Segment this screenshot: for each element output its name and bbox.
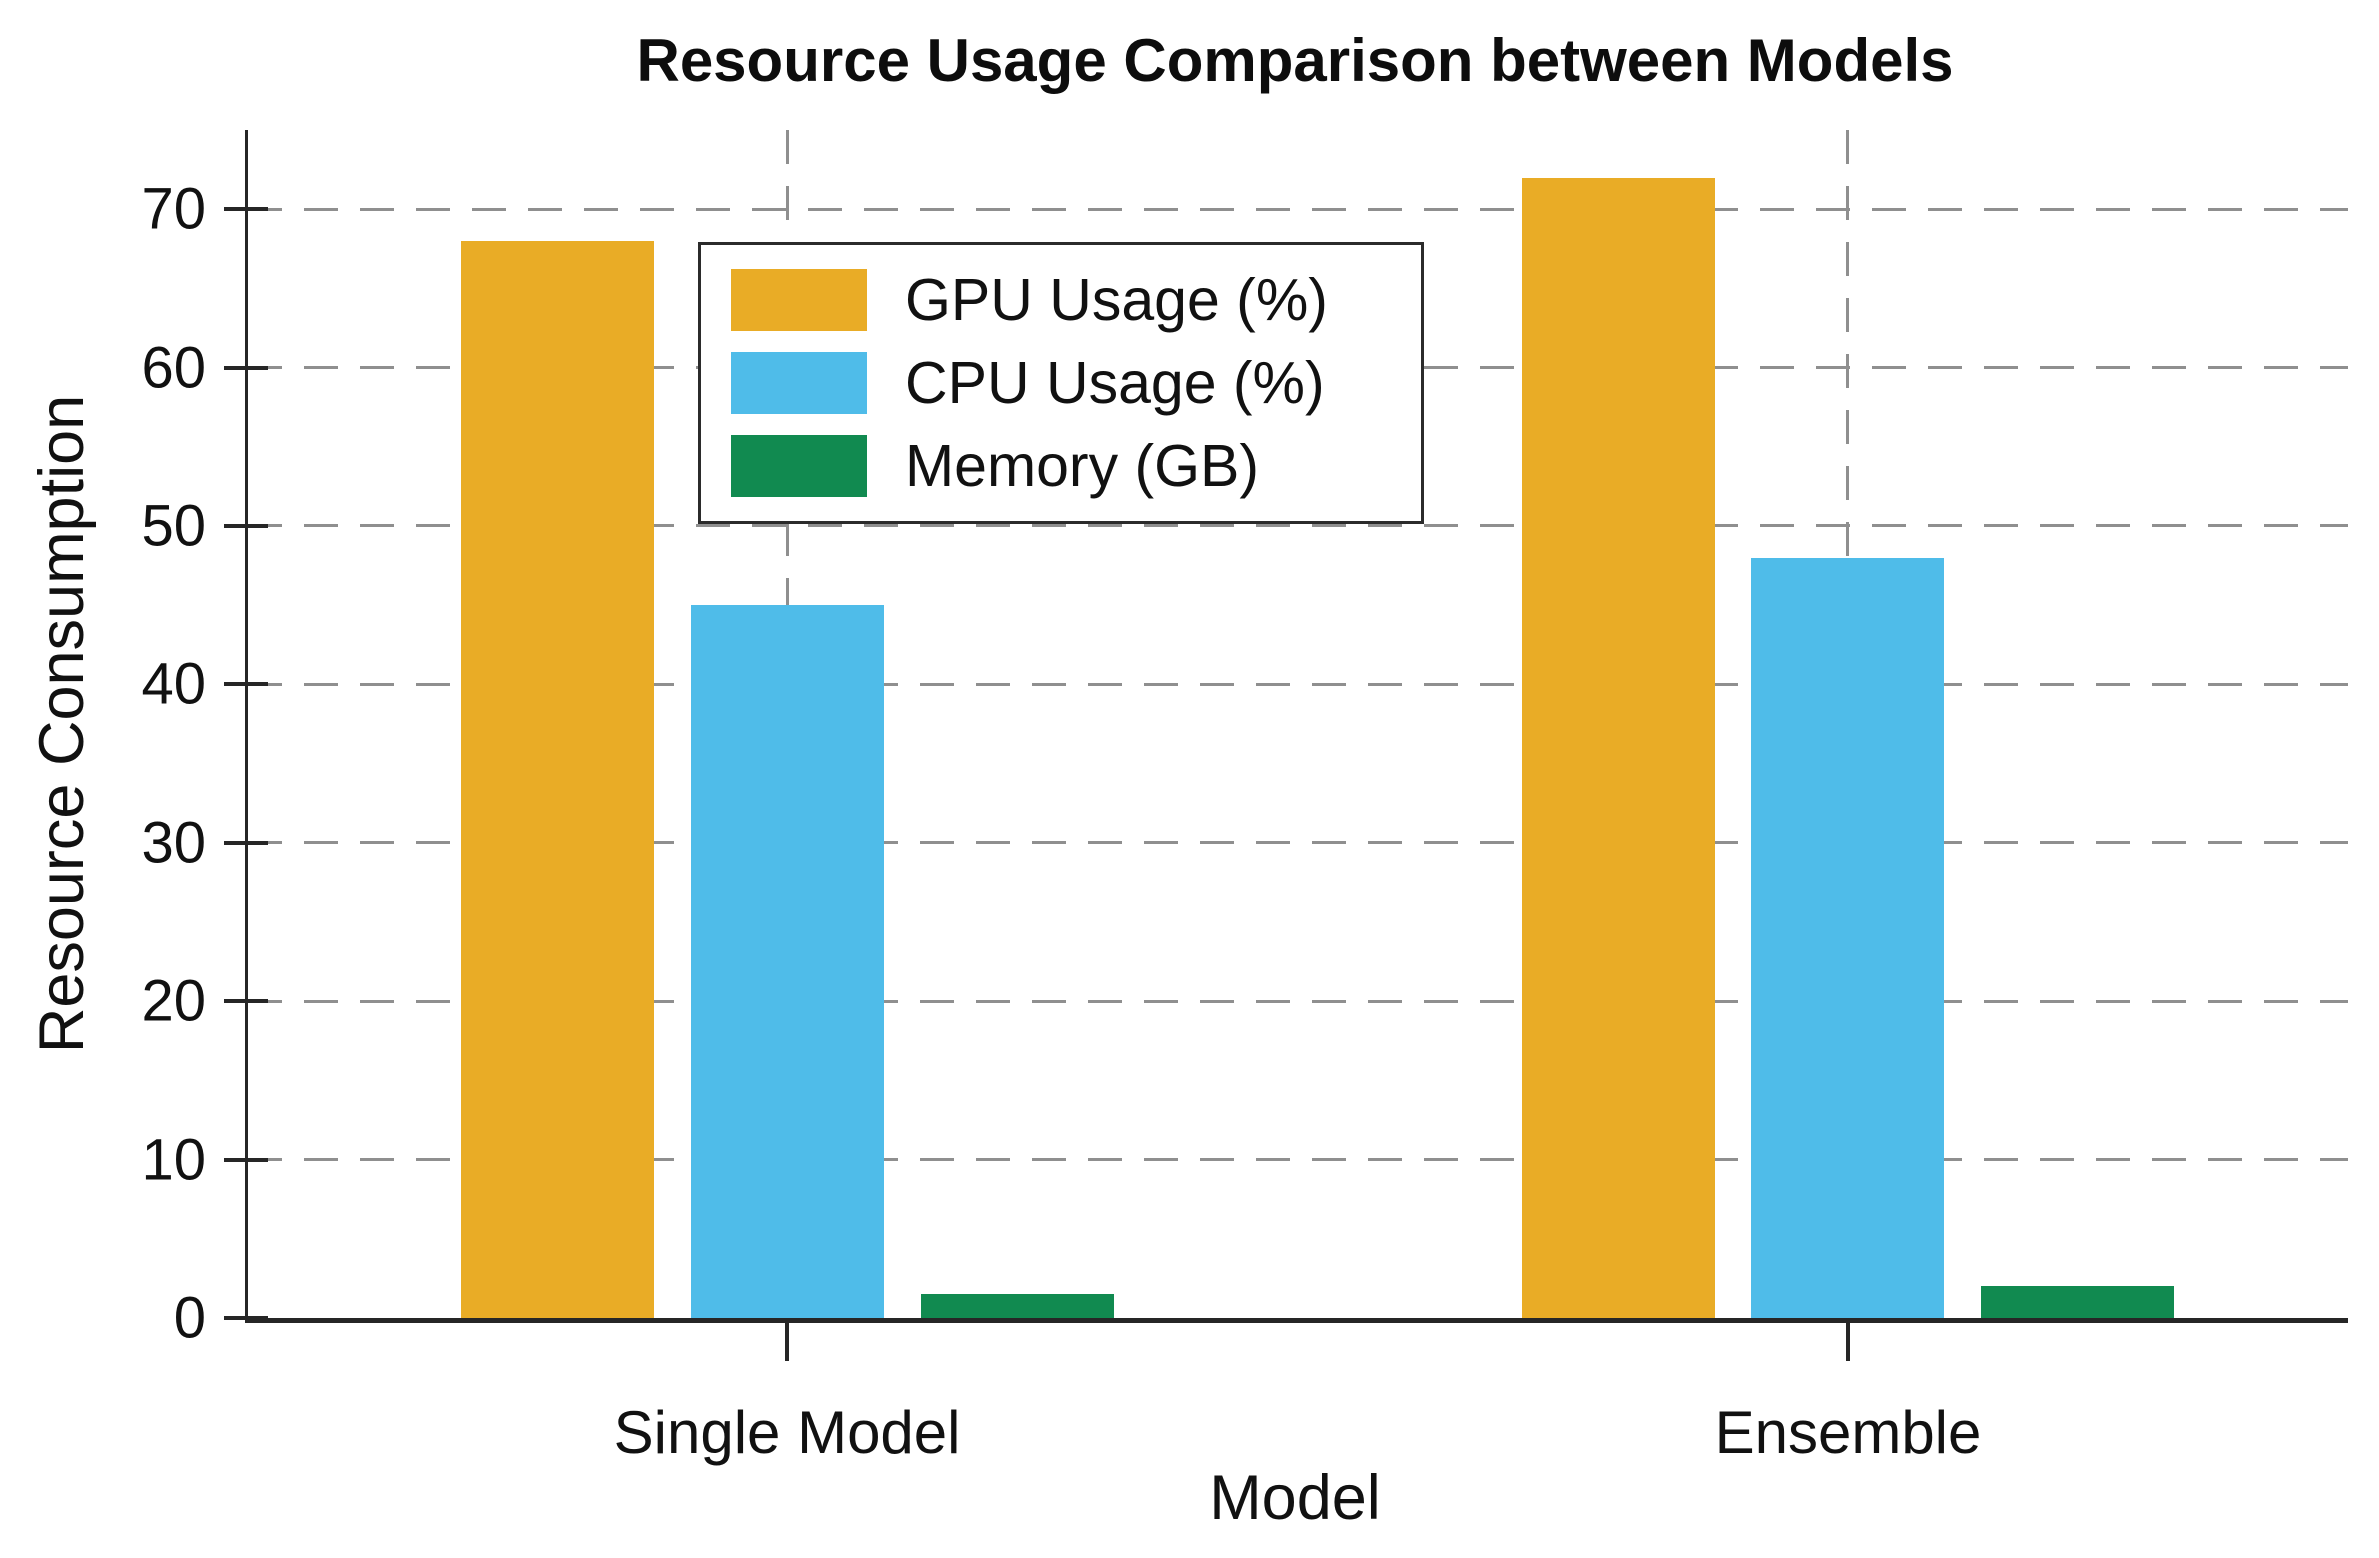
y-tick-label-40: 40 <box>141 651 206 717</box>
y-tick-label-0: 0 <box>173 1285 206 1351</box>
gridline-h-10 <box>248 1158 2348 1162</box>
gridline-h-40 <box>248 682 2348 686</box>
legend-label-2: Memory (GB) <box>905 432 1259 499</box>
legend-label-0: GPU Usage (%) <box>905 267 1328 334</box>
x-tick-label-0: Single Model <box>613 1399 961 1466</box>
y-tick-mark-10 <box>224 1157 268 1162</box>
legend-label-1: CPU Usage (%) <box>905 349 1325 416</box>
legend-row-2: Memory (GB) <box>731 432 1411 500</box>
bar-single-model-cpu-usage <box>690 605 884 1318</box>
plot-area: 0 10 20 30 40 50 60 70 Single Model Ensemble GPU … <box>141 130 2348 1466</box>
y-tick-mark-0 <box>224 1316 268 1320</box>
legend-row-1: CPU Usage (%) <box>731 349 1411 417</box>
y-tick-label-60: 60 <box>141 335 206 401</box>
y-axis-label: Resource Consumption <box>27 394 97 1054</box>
y-tick-label-10: 10 <box>141 1127 206 1193</box>
legend: GPU Usage (%) CPU Usage (%) Memory (GB) <box>698 242 1424 524</box>
legend-swatch-1 <box>731 351 867 414</box>
y-tick-label-50: 50 <box>141 493 206 559</box>
y-tick-mark-40 <box>224 682 268 687</box>
bar-single-model-gpu-usage <box>460 240 654 1318</box>
y-tick-mark-60 <box>224 365 268 370</box>
bar-ensemble-memory-gb <box>1981 1286 2175 1318</box>
gridline-h-70 <box>248 207 2348 211</box>
bar-ensemble-gpu-usage <box>1521 177 1715 1318</box>
y-tick-mark-70 <box>224 207 268 212</box>
gridline-h-20 <box>248 999 2348 1003</box>
y-tick-label-70: 70 <box>141 176 206 242</box>
y-tick-mark-50 <box>224 524 268 528</box>
legend-swatch-2 <box>731 434 867 497</box>
y-tick-mark-20 <box>224 999 268 1004</box>
bar-ensemble-cpu-usage <box>1751 557 1945 1318</box>
x-tick-mark-0 <box>785 1323 790 1361</box>
y-tick-mark-30 <box>224 840 268 845</box>
gridline-h-50 <box>248 524 2348 528</box>
legend-row-0: GPU Usage (%) <box>731 266 1411 334</box>
y-tick-label-20: 20 <box>141 968 206 1034</box>
bar-single-model-memory-gb <box>920 1294 1114 1318</box>
legend-swatch-0 <box>731 269 867 332</box>
x-tick-label-1: Ensemble <box>1714 1399 1982 1466</box>
x-axis-label: Model <box>1209 1463 1381 1533</box>
chart-title: Resource Usage Comparison between Models <box>636 27 1954 94</box>
y-tick-label-30: 30 <box>141 810 206 876</box>
x-tick-mark-1 <box>1845 1323 1850 1361</box>
gridline-h-30 <box>248 841 2348 845</box>
